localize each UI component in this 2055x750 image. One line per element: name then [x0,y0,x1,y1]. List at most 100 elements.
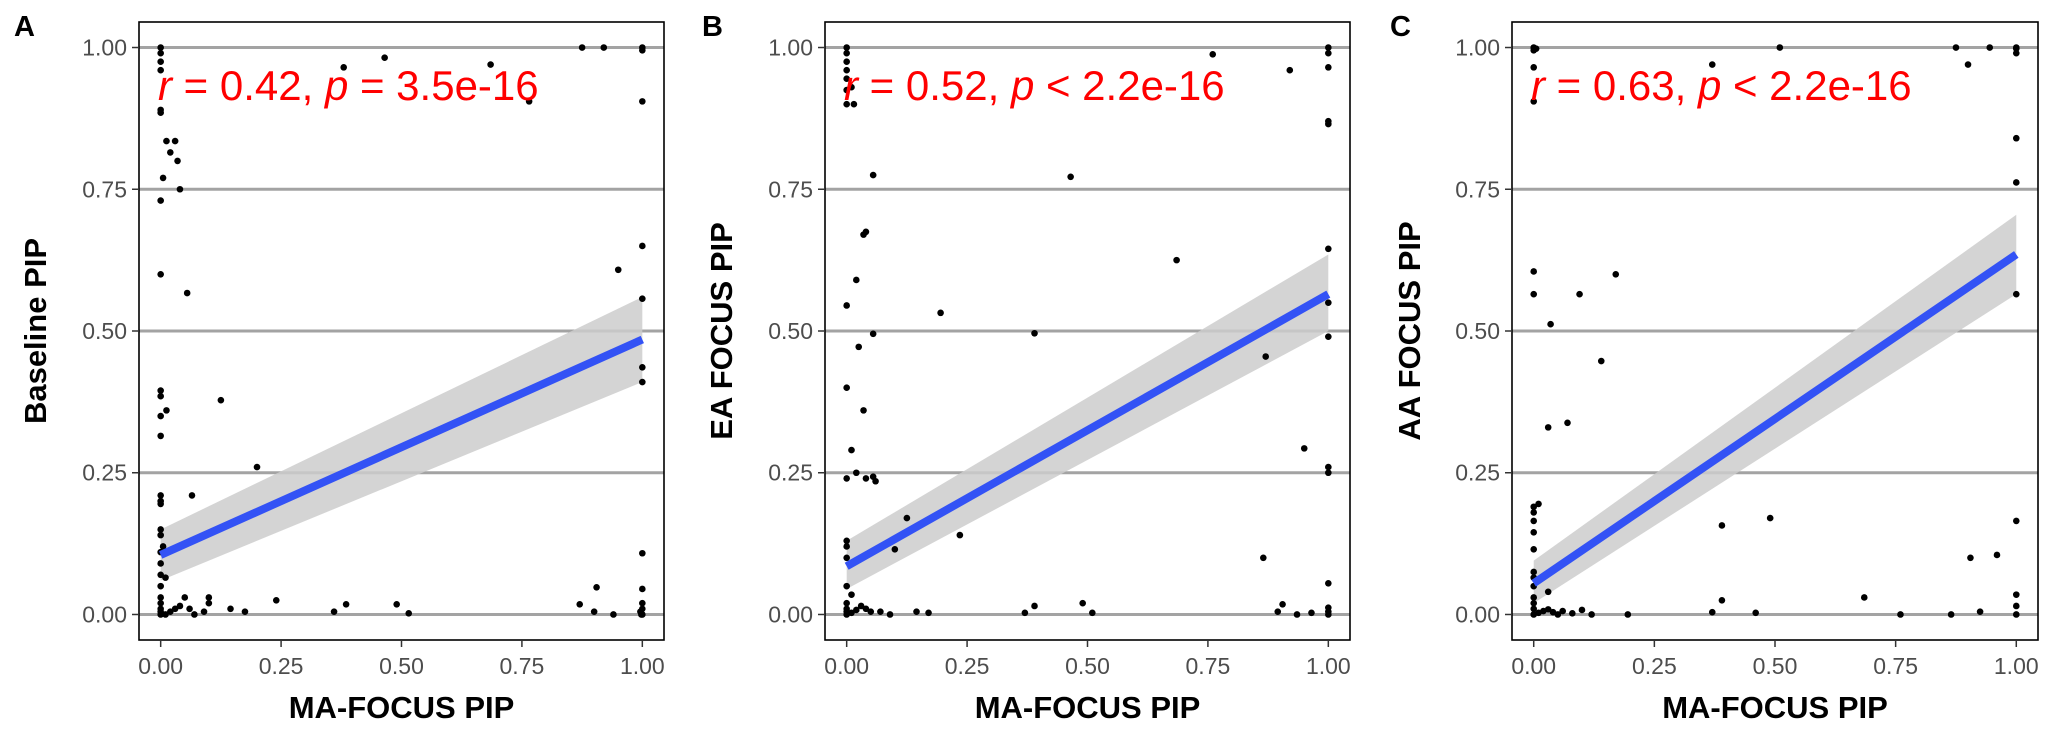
data-point [843,582,850,590]
data-point [1325,49,1332,57]
x-tick-label: 0.75 [1873,653,1918,679]
panel-b: 0.00 0.25 0.50 0.75 1.00 0.00 0.25 0.50 0.75 1.00… [702,11,1351,725]
data-point [205,594,213,601]
data-point [159,543,167,550]
data-point [1554,611,1562,618]
data-point [1952,44,1960,51]
data-point [853,469,860,477]
correlation-annotation: r = 0.63, p < 2.2e-16 [1531,62,1912,109]
y-tick-label: 0.75 [1455,176,1500,202]
data-point [340,64,348,71]
data-point [638,611,645,618]
data-point [639,549,646,557]
data-point [1612,271,1620,278]
regression-line [159,335,644,559]
data-point [843,537,850,545]
data-point [867,608,875,615]
data-point [157,412,164,420]
data-point [157,44,164,51]
data-point [1260,554,1267,562]
data-point [862,605,870,613]
data-point [843,302,850,309]
data-point [1986,44,1994,51]
data-point [639,378,646,386]
data-point [850,100,858,108]
data-point [157,500,164,508]
data-point [1976,608,1984,615]
data-point [1530,545,1538,553]
data-point [1021,609,1029,617]
data-point [1530,503,1538,511]
panel-letter: B [702,11,723,43]
data-point [330,608,338,615]
data-point [1209,51,1217,58]
data-point [639,585,646,593]
data-point [1325,245,1332,253]
data-point [1325,333,1332,340]
data-point [176,602,184,610]
x-tick-label: 0.25 [1632,653,1677,679]
y-tick-label: 0.50 [82,318,127,344]
data-point [860,407,867,414]
data-point [1308,609,1315,617]
data-point [639,47,646,54]
data-point [2012,517,2020,525]
data-point [1624,611,1632,618]
data-point [1532,45,1540,52]
data-point [1530,605,1538,613]
data-point [157,387,164,394]
data-point [1530,98,1538,105]
data-point [843,384,850,391]
data-point [1559,607,1566,615]
x-tick-label: 0.25 [259,653,304,679]
x-tick-label: 0.75 [500,653,545,679]
data-point [1089,609,1096,617]
data-point [610,611,617,618]
data-point [1569,610,1576,617]
data-point [1274,608,1282,615]
data-point [639,242,646,250]
data-point [1578,606,1586,614]
data-point [1530,509,1538,516]
data-point [1897,611,1904,618]
data-point [1325,44,1332,51]
data-point [869,330,877,338]
data-point [857,602,865,610]
data-point [1535,500,1542,508]
data-point [843,44,850,51]
y-tick-label: 0.00 [1455,601,1500,627]
x-tick-label: 1.00 [1306,653,1351,679]
data-point [342,600,350,608]
y-tick-label: 1.00 [1455,35,1500,61]
data-point [1544,606,1552,613]
data-point [241,608,249,615]
data-point [157,432,164,440]
data-point [167,149,174,156]
data-point [853,276,860,284]
data-point [1752,609,1759,617]
r-symbol: r [844,62,860,109]
data-point [1031,329,1038,337]
data-point [157,611,164,618]
data-point [1293,611,1301,618]
data-point [1547,320,1554,328]
data-point [1564,419,1571,427]
data-point [157,526,164,533]
data-point [1530,594,1538,601]
data-point [191,611,198,618]
data-point [843,543,850,550]
data-point [848,83,855,91]
data-point [1576,290,1583,298]
data-point [157,492,164,499]
data-point [157,197,164,204]
p-value: < 2.2e-16 [1721,62,1911,109]
x-tick-label: 1.00 [1994,653,2039,679]
data-point [2012,45,2020,52]
data-point [1530,568,1538,576]
data-point [886,611,894,618]
data-point [1947,611,1955,618]
data-point [1530,528,1538,536]
panel-letter: C [1390,11,1411,43]
data-point [877,608,884,615]
x-tick-label: 0.00 [824,653,869,679]
